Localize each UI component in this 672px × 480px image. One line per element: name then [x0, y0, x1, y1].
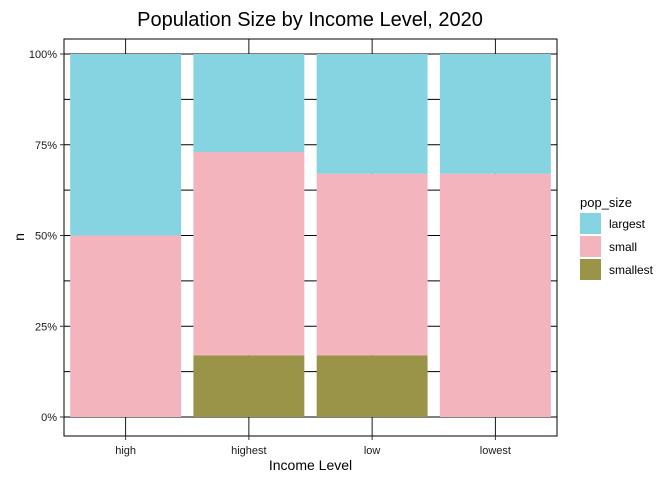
bars: [70, 54, 551, 417]
legend-label-largest: largest: [609, 217, 646, 231]
legend-title: pop_size: [580, 195, 632, 210]
legend-swatch-small: [580, 236, 601, 257]
bar-small-high: [70, 235, 182, 417]
bar-largest-high: [70, 54, 182, 236]
bar-small-lowest: [439, 173, 551, 417]
legend-label-small: small: [609, 240, 637, 254]
panel-border: [63, 38, 558, 437]
bar-smallest-low: [316, 355, 428, 417]
x-tick-label: high: [115, 445, 136, 457]
chart-title: Population Size by Income Level, 2020: [137, 9, 483, 31]
y-tick-label: 25%: [35, 321, 57, 333]
legend-label-smallest: smallest: [609, 263, 654, 277]
x-tick-label: highest: [231, 445, 266, 457]
x-tick-label: low: [364, 445, 381, 457]
legend-swatch-smallest: [580, 259, 601, 280]
y-tick-label: 75%: [35, 140, 57, 152]
y-tick-label: 0%: [41, 412, 57, 424]
legend: pop_size largest small smallest: [580, 195, 654, 280]
bar-largest-low: [316, 54, 428, 174]
bar-small-low: [316, 173, 428, 356]
bar-smallest-highest: [193, 355, 305, 417]
bar-largest-highest: [193, 54, 305, 153]
x-axis-title: Income Level: [269, 457, 352, 473]
x-tick-label: lowest: [480, 445, 511, 457]
axes: 0% 25% 50% 75% 100% high highest low lowest: [29, 49, 511, 457]
y-tick-label: 100%: [29, 49, 57, 61]
y-axis-title: n: [11, 233, 27, 241]
bar-small-highest: [193, 152, 305, 356]
legend-swatch-largest: [580, 213, 601, 234]
y-tick-label: 50%: [35, 231, 57, 243]
bar-largest-lowest: [439, 54, 551, 174]
